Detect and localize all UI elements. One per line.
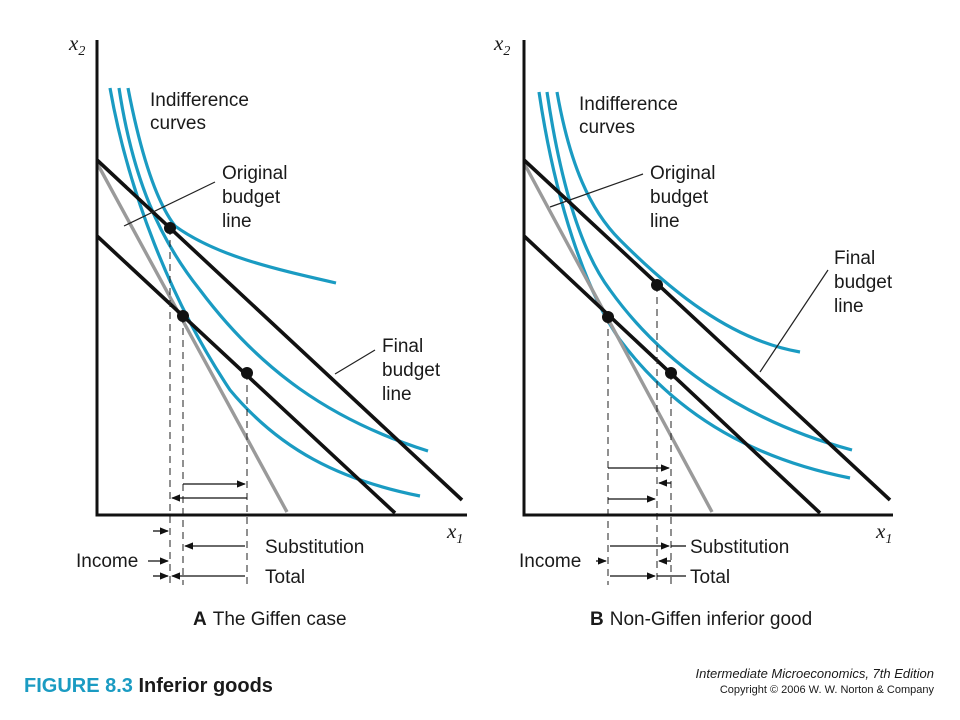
panel-b-compensated-choice-point — [602, 311, 614, 323]
panel-a-final-label-1: Final — [382, 336, 423, 357]
book-title: Intermediate Microeconomics, 7th Edition — [695, 666, 934, 681]
panel-b-original-choice-point — [651, 279, 663, 291]
figure-title-text: Inferior goods — [138, 675, 273, 697]
panel-b-final-label-2: budget — [834, 272, 893, 293]
figure-number: FIGURE 8.3 — [24, 675, 133, 697]
panel-a-substitution-label: Substitution — [265, 537, 364, 558]
panel-b-income-label: Income — [519, 551, 581, 572]
panel-a-indifference-label-2: curves — [150, 113, 206, 134]
panel-a-final-leader — [334, 349, 376, 375]
panel-b-caption: B Non-Giffen inferior good — [590, 609, 812, 630]
panel-b-x-axis-label: x1 — [875, 519, 892, 547]
panel-a-compensated-choice-point — [177, 310, 189, 322]
panel-b-axes — [522, 40, 893, 517]
figure-title: FIGURE 8.3 Inferior goods — [24, 675, 273, 698]
panel-a-original-label-2: budget — [222, 187, 281, 208]
book-credit: Intermediate Microeconomics, 7th Edition… — [696, 666, 934, 696]
panel-b-y-axis-label: x2 — [493, 31, 510, 59]
panel-a-final-label-2: budget — [382, 360, 441, 381]
panel-b-final-label-3: line — [834, 296, 864, 317]
footer — [0, 652, 960, 720]
panel-a-original-choice-point — [164, 222, 176, 234]
panel-b-original-label-3: line — [650, 211, 680, 232]
panel-b-final-budget-line — [522, 158, 892, 502]
panel-a-income-label: Income — [76, 551, 138, 572]
panel-b-substitution-label: Substitution — [690, 537, 789, 558]
panel-a-total-label: Total — [265, 567, 305, 588]
panel-a-final-budget-line — [95, 158, 464, 502]
panel-b-indifference-curve-3 — [555, 91, 801, 354]
panel-a-y-axis-label: x2 — [68, 31, 85, 59]
panel-a-original-label-1: Original — [222, 163, 287, 184]
panel-a-indifference-curve-2 — [117, 87, 429, 453]
panel-a-axes — [95, 40, 467, 517]
panel-b-final-choice-point — [665, 367, 677, 379]
panel-b-indifference-label-2: curves — [579, 117, 635, 138]
panel-a-original-leader — [123, 181, 216, 227]
panel-b-final-leader — [759, 269, 829, 373]
panel-b-non-giffen: x2 x1 Indifference curves Original budge… — [493, 31, 893, 630]
panel-a-final-label-3: line — [382, 384, 412, 405]
panel-b-original-label-1: Original — [650, 163, 715, 184]
panel-a-indifference-label-1: Indifference — [150, 90, 249, 111]
panel-b-original-leader — [549, 173, 644, 208]
panel-b-compensated-budget-line — [522, 162, 714, 513]
copyright: Copyright © 2006 W. W. Norton & Company — [719, 684, 934, 696]
panel-a-caption: A The Giffen case — [193, 609, 347, 630]
panel-a-x-axis-label: x1 — [446, 519, 463, 547]
panel-b-total-label: Total — [690, 567, 730, 588]
panel-b-final-label-1: Final — [834, 248, 875, 269]
diagram-canvas: x2 x1 Indifference curves Original budge… — [68, 31, 893, 630]
panel-a-final-choice-point — [241, 367, 253, 379]
panel-a-compensated-budget-line — [95, 162, 289, 513]
panel-a-giffen: x2 x1 Indifference curves Original budge… — [68, 31, 467, 630]
panel-b-indifference-curve-2 — [545, 91, 853, 452]
panel-a-indifference-curve-1 — [108, 87, 421, 498]
panel-a-original-label-3: line — [222, 211, 252, 232]
panel-b-indifference-label-1: Indifference — [579, 94, 678, 115]
panel-b-original-label-2: budget — [650, 187, 709, 208]
